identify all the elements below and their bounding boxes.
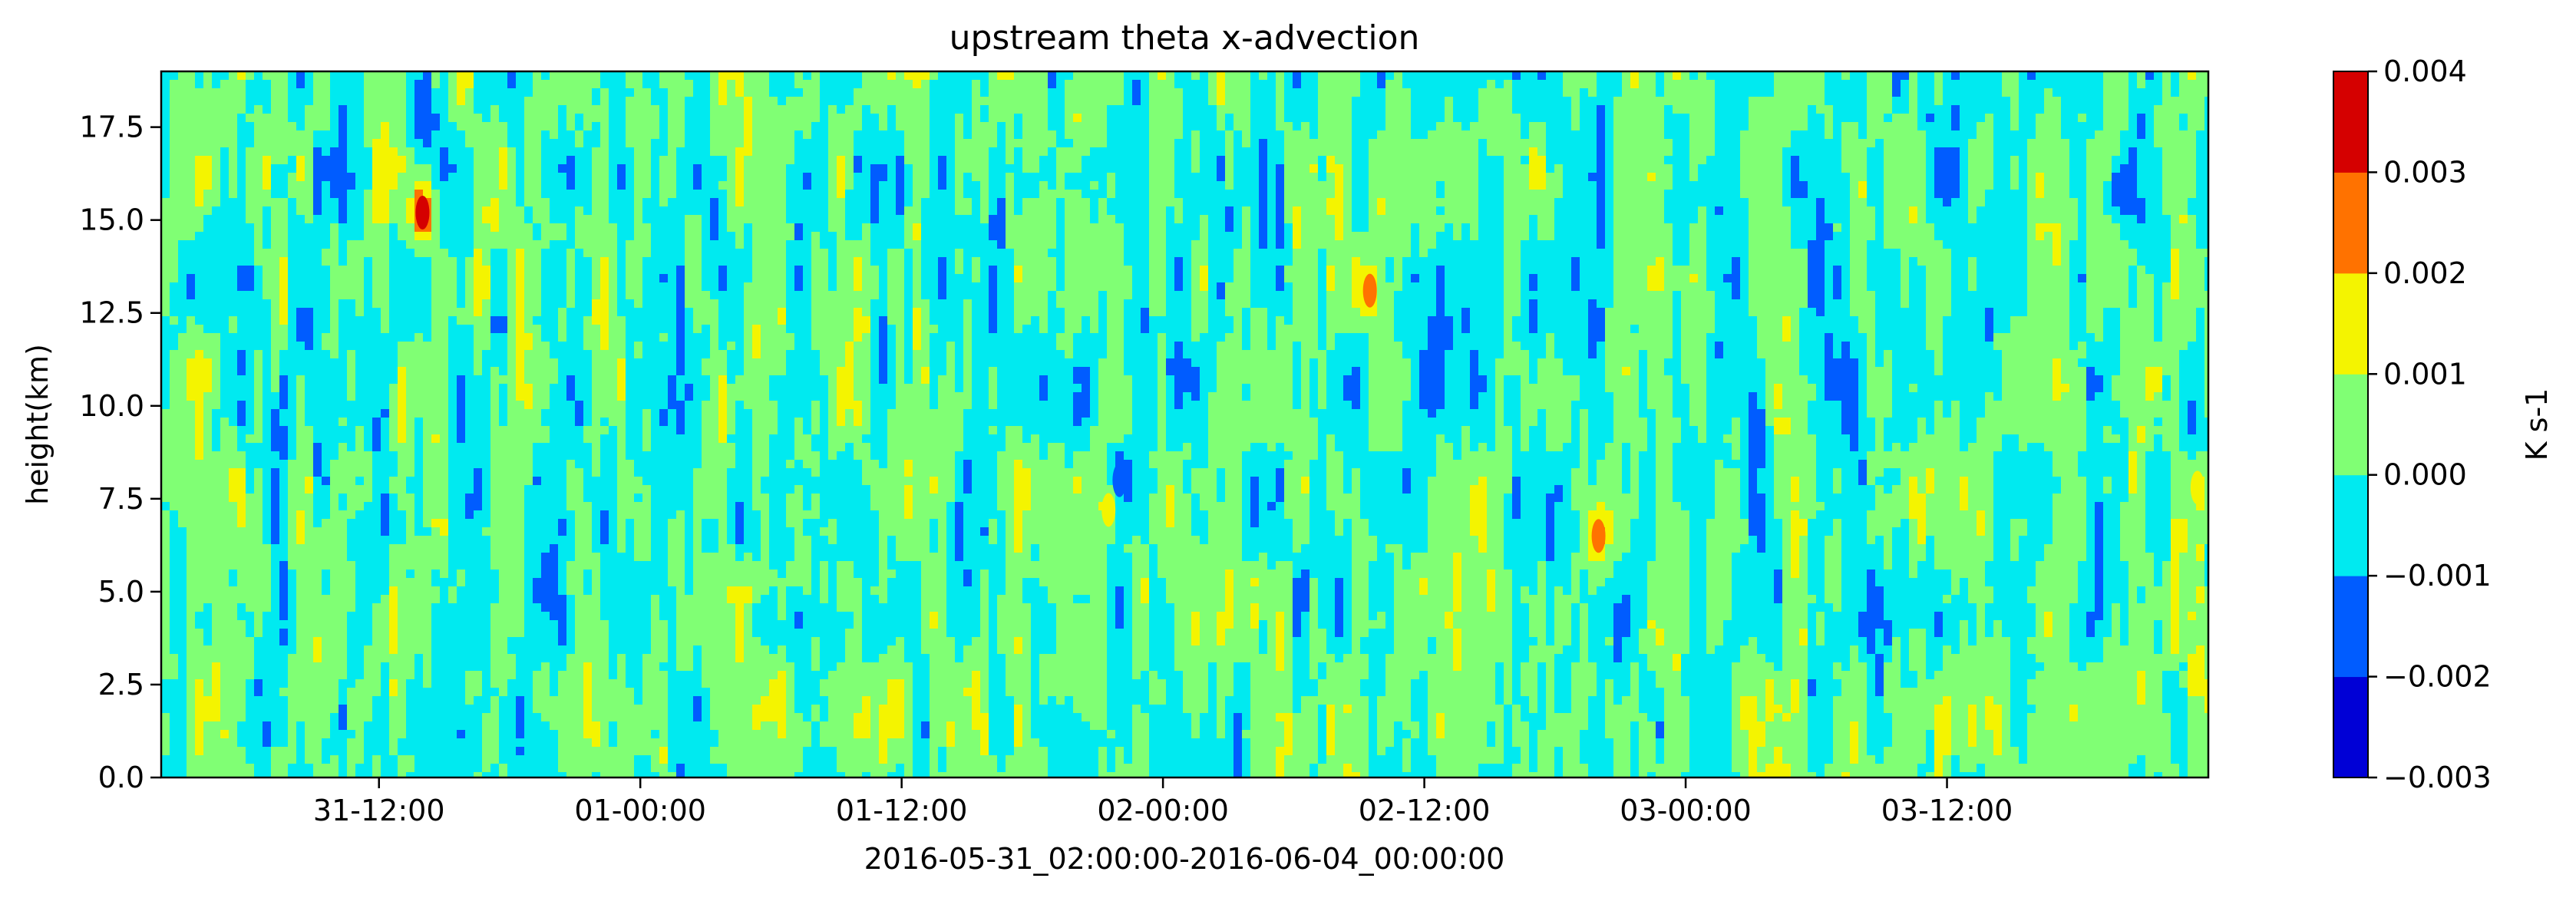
contour-feature-4: [1362, 273, 1377, 308]
x-tick-label: 31-12:00: [313, 794, 445, 827]
colorbar-label: K s-1: [2520, 388, 2554, 461]
colorbar-tick-label: −0.001: [2383, 559, 2492, 593]
y-tick-label: 5.0: [98, 575, 144, 609]
colorbar-tick-label: 0.004: [2383, 54, 2467, 88]
y-tick-label: 10.0: [79, 389, 144, 423]
x-tick-label: 02-12:00: [1359, 794, 1491, 827]
x-tick-label: 01-12:00: [836, 794, 968, 827]
y-tick-label: 17.5: [79, 111, 144, 144]
plot-frame: [160, 70, 2210, 779]
colorbar-segment: [2333, 576, 2368, 678]
y-axis-label: height(km): [21, 344, 54, 505]
colorbar-segment: [2333, 172, 2368, 274]
y-tick-label: 2.5: [98, 668, 144, 702]
colorbar-tick-label: 0.000: [2383, 458, 2467, 492]
y-tick-label: 15.0: [79, 203, 144, 237]
x-tick-label: 03-00:00: [1620, 794, 1752, 827]
contour-feature-2: [1112, 463, 1127, 497]
colorbar-segment: [2333, 272, 2368, 375]
x-tick-label: 02-00:00: [1097, 794, 1229, 827]
contour-feature-6: [2114, 173, 2129, 207]
y-tick-label: 7.5: [98, 482, 144, 516]
x-tick-label: 03-12:00: [1881, 794, 2013, 827]
colorbar-tick-label: −0.002: [2383, 660, 2492, 694]
colorbar-tick-label: −0.003: [2383, 761, 2492, 794]
x-axis: 31-12:00 01-00:00 01-12:00 02-00:00 02-12:00…: [313, 777, 2013, 827]
contour-feature-0: [415, 196, 430, 229]
colorbar-tick-label: 0.003: [2383, 155, 2467, 189]
contour-feature-7: [2190, 470, 2204, 505]
colorbar-segment: [2333, 374, 2368, 476]
x-axis-label: 2016-05-31_02:00:00-2016-06-04_00:00:00: [864, 842, 1505, 876]
contour-feature-5: [1591, 519, 1606, 553]
colorbar-frame: [2333, 71, 2369, 778]
contour-feature-3: [1101, 493, 1116, 527]
colorbar-tick-label: 0.001: [2383, 357, 2467, 391]
contour-feature-1: [415, 99, 430, 134]
colorbar-segment: [2333, 71, 2368, 173]
x-tick-label: 01-00:00: [574, 794, 706, 827]
colorbar-segment: [2333, 474, 2368, 576]
colorbar-segment: [2333, 676, 2368, 778]
colorbar-tick-label: 0.002: [2383, 256, 2467, 290]
y-tick-label: 0.0: [98, 761, 144, 794]
chart-title: upstream theta x-advection: [949, 18, 1420, 58]
plot-area: [161, 71, 2208, 777]
y-axis: 0.0 2.5 5.0 7.5 10.0 12.5 15.0 17.5: [79, 111, 161, 794]
colorbar: −0.003 −0.002 −0.001 0.000 0.001 0.002 0.003 0.…: [2333, 54, 2492, 794]
y-tick-label: 12.5: [79, 296, 144, 330]
